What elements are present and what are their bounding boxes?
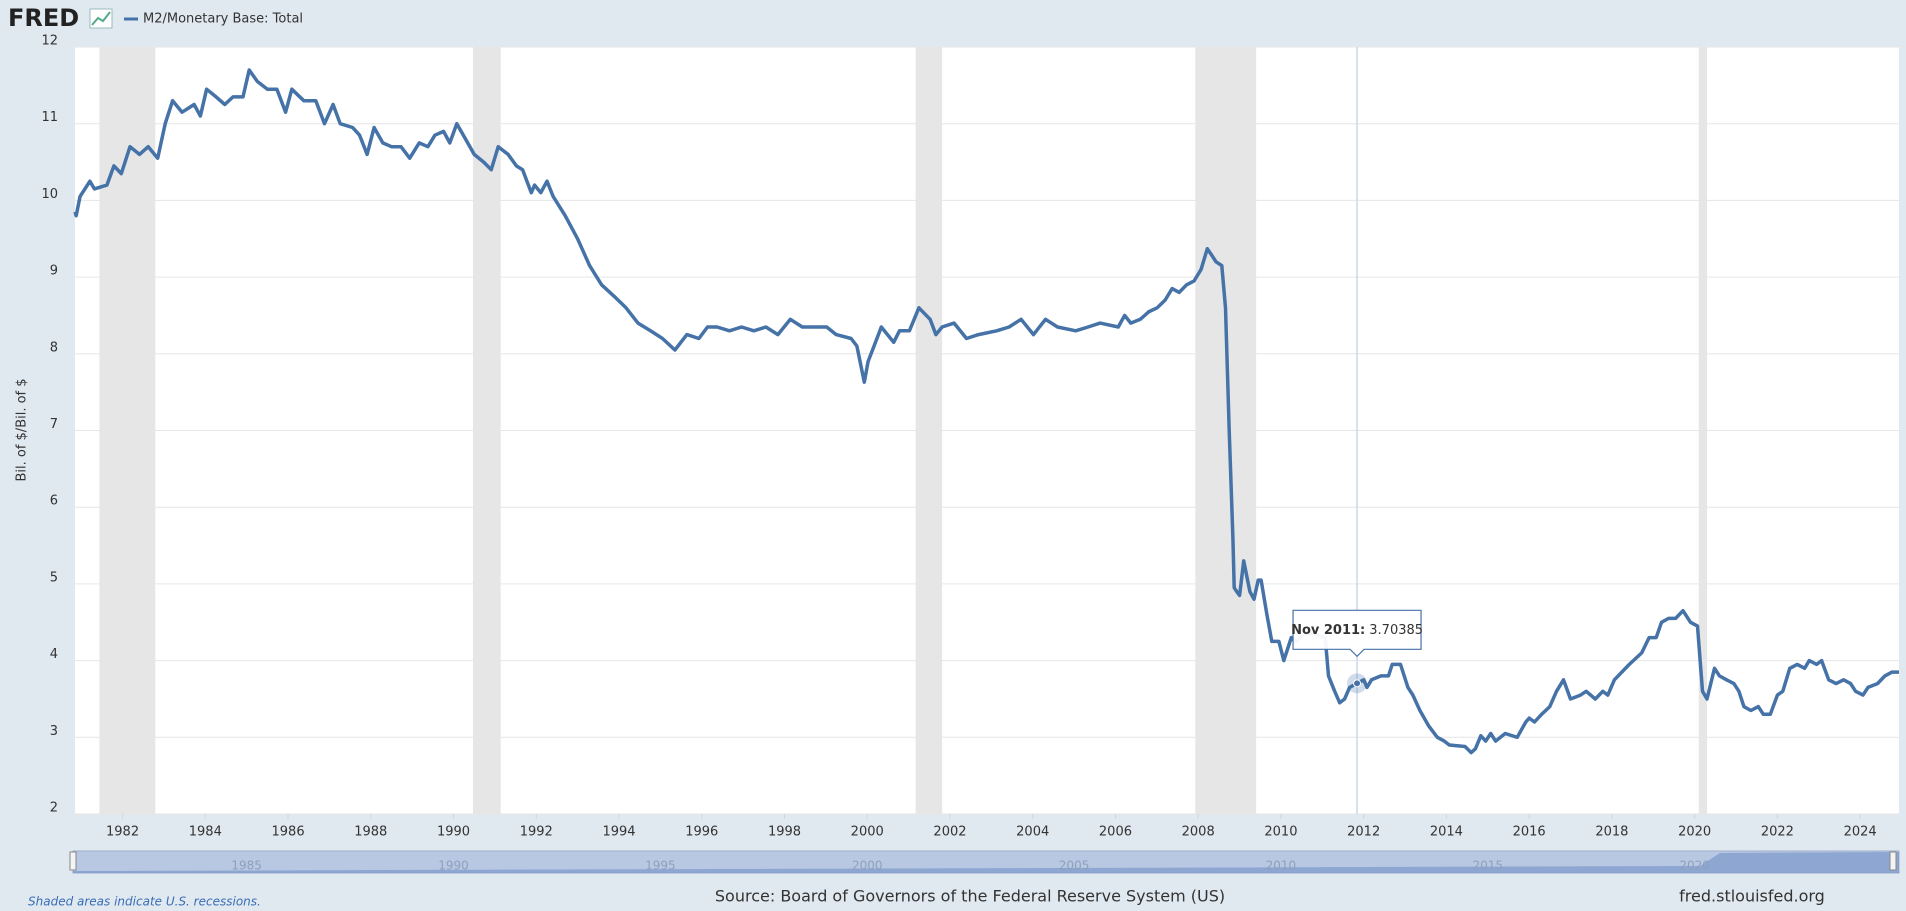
- y-tick-label: 5: [50, 570, 58, 585]
- x-tick-label: 2024: [1844, 825, 1877, 840]
- y-tick-label: 9: [50, 264, 58, 279]
- tooltip-text: Nov 2011: 3.70385: [1291, 622, 1423, 637]
- y-tick-label: 12: [41, 34, 58, 49]
- x-tick-label: 2000: [851, 825, 884, 840]
- y-tick-label: 3: [50, 724, 58, 739]
- hover-point: [1353, 679, 1362, 688]
- logo-icon: [89, 8, 113, 29]
- navigator-tick-label: 2010: [1266, 859, 1297, 873]
- x-tick-label: 1998: [768, 825, 801, 840]
- y-tick-label: 8: [50, 340, 58, 355]
- y-tick-label: 10: [41, 187, 58, 202]
- source: Source: Board of Governors of the Federa…: [715, 887, 1225, 906]
- x-tick-label: 2022: [1761, 825, 1794, 840]
- tooltip-box: [1292, 609, 1422, 658]
- logo-icon-line: [91, 11, 111, 26]
- series-line: [73, 68, 1899, 755]
- navigator-area: [73, 852, 1899, 873]
- x-tick-label: 1984: [189, 825, 222, 840]
- legend-label[interactable]: M2/Monetary Base: Total: [143, 12, 303, 27]
- x-tick-label: 2020: [1678, 825, 1711, 840]
- navigator-handle[interactable]: [1889, 851, 1897, 871]
- x-tick-label: 1992: [520, 825, 553, 840]
- x-tick-label: 2006: [1099, 825, 1132, 840]
- navigator-tick-label: 2005: [1059, 859, 1090, 873]
- x-tick-label: 2014: [1430, 825, 1463, 840]
- x-tick-label: 1986: [272, 825, 305, 840]
- y-tick-label: 11: [41, 110, 58, 125]
- x-tick-label: 1990: [437, 825, 470, 840]
- navigator-tick-label: 2015: [1473, 859, 1504, 873]
- y-axis-label: Bil. of $/Bil. of $: [15, 378, 30, 481]
- y-tick-label: 7: [50, 417, 58, 432]
- x-tick-label: 2012: [1347, 825, 1380, 840]
- x-tick-label: 2004: [1016, 825, 1049, 840]
- navigator-tick-label: 1985: [231, 859, 262, 873]
- site[interactable]: fred.stlouisfed.org: [1679, 887, 1825, 906]
- tooltip-date: Nov 2011:: [1291, 622, 1365, 637]
- x-tick-label: 2002: [933, 825, 966, 840]
- x-tick-label: 1988: [354, 825, 387, 840]
- logo[interactable]: FRED: [8, 4, 79, 32]
- navigator-tick-label: 1995: [645, 859, 676, 873]
- y-tick-label: 6: [50, 494, 58, 509]
- x-tick-label: 1994: [602, 825, 635, 840]
- x-tick-label: 2018: [1595, 825, 1628, 840]
- navigator-tick-label: 2000: [852, 859, 883, 873]
- x-tick-label: 2016: [1513, 825, 1546, 840]
- tooltip-value: 3.70385: [1369, 622, 1423, 637]
- recession-note: Shaded areas indicate U.S. recessions.: [28, 895, 261, 908]
- y-tick-label: 2: [50, 801, 58, 816]
- x-tick-label: 1982: [106, 825, 139, 840]
- navigator-tick-label: 1990: [438, 859, 469, 873]
- x-tick-label: 1996: [685, 825, 718, 840]
- x-tick-label: 2010: [1264, 825, 1297, 840]
- navigator-handle[interactable]: [69, 851, 77, 871]
- x-tick-label: 2008: [1182, 825, 1215, 840]
- navigator-tick-label: 2020: [1679, 859, 1710, 873]
- y-tick-label: 4: [50, 647, 58, 662]
